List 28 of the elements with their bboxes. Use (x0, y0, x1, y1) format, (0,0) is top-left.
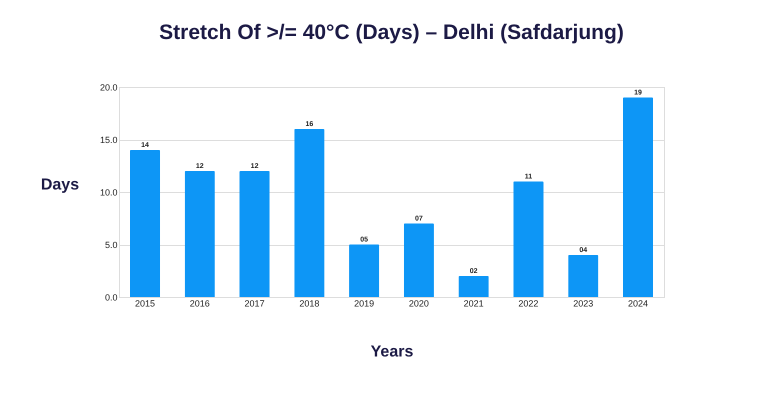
x-tick-label: 2016 (190, 298, 210, 308)
x-tick-label: 2022 (518, 298, 538, 308)
y-tick-label: 20.0 (100, 82, 118, 92)
x-tick-label: 2017 (244, 298, 265, 308)
bar (568, 255, 598, 297)
y-tick-label: 5.0 (104, 240, 118, 250)
y-tick-label: 0.0 (104, 292, 118, 302)
x-tick-label: 2024 (628, 298, 648, 308)
bar (458, 276, 489, 297)
bar (513, 182, 544, 297)
bar (404, 224, 434, 297)
bar (240, 171, 270, 297)
x-tick-label: 2020 (408, 298, 429, 308)
x-tick-label: 2015 (135, 298, 156, 308)
y-tick-label: 10.0 (100, 188, 118, 198)
bar (622, 98, 654, 297)
bar (349, 244, 380, 297)
x-tick-label: 2018 (299, 298, 320, 308)
x-axis-title: Years (370, 344, 414, 360)
x-tick-label: 2021 (464, 298, 484, 308)
x-tick-label: 2019 (354, 298, 374, 308)
y-tick-label: 15.0 (100, 135, 118, 145)
y-axis-title: Days (40, 176, 80, 194)
chart-title: Stretch Of >/= 40°C (Days) – Delhi (Safdarjung) (159, 21, 624, 44)
x-tick-label: 2023 (573, 298, 594, 308)
bar (184, 171, 215, 297)
bar (294, 129, 324, 297)
bar (130, 150, 160, 297)
